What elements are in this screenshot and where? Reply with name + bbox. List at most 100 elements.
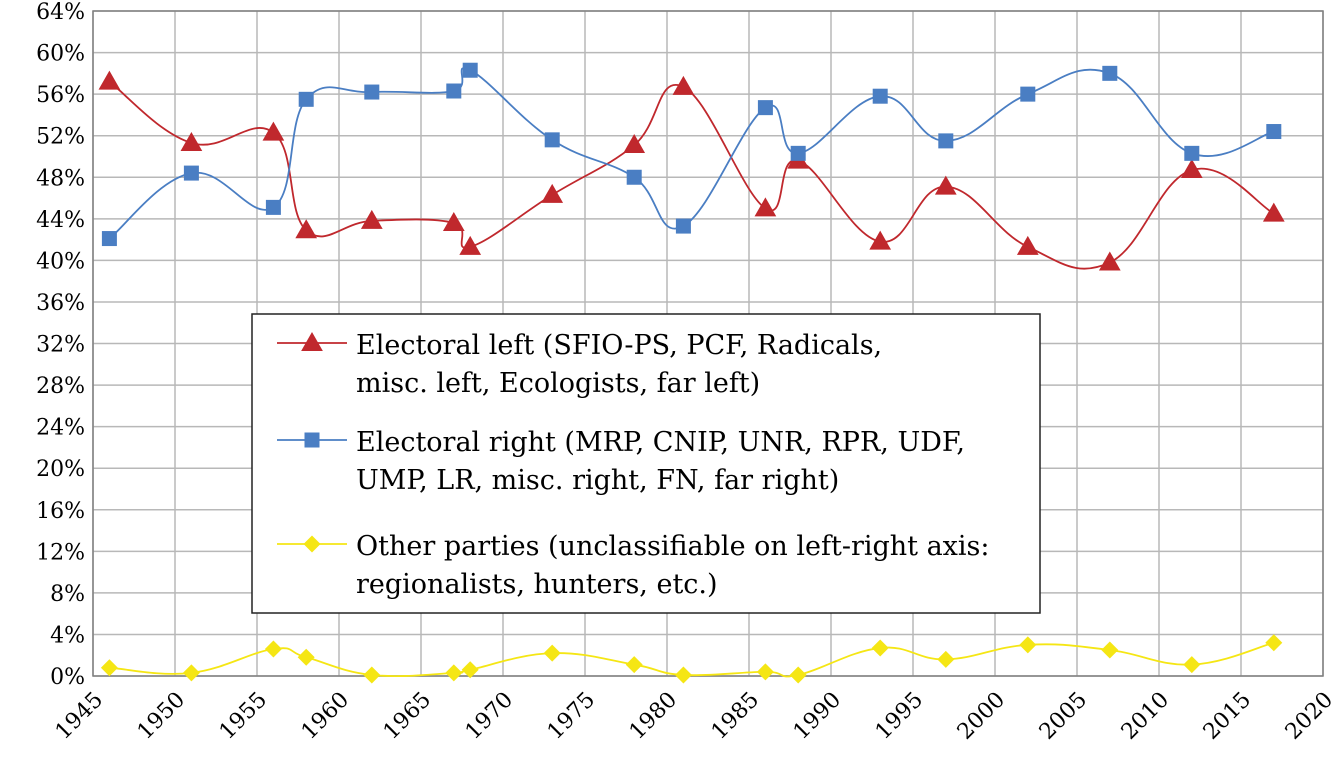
legend-marker-other-parties [303,535,321,553]
data-point-other-parties [1183,656,1201,674]
data-point-electoral-left [1016,235,1039,255]
data-point-electoral-left [1262,202,1285,222]
y-tick-label: 8% [50,582,85,607]
data-point-electoral-right [364,84,380,100]
data-point-other-parties [461,661,479,679]
data-point-electoral-right [183,165,199,181]
data-point-electoral-left [672,75,695,95]
legend-marker-electoral-left [301,331,323,351]
data-point-electoral-left [98,70,121,90]
data-point-electoral-left [442,211,465,231]
series-line-electoral-left [108,80,1275,270]
y-tick-label: 20% [36,457,85,482]
x-tick-label: 1960 [297,687,354,744]
y-tick-label: 0% [50,665,85,690]
x-tick-label: 2010 [1117,687,1174,744]
series-other-parties [100,634,1283,684]
y-tick-label: 52% [36,125,85,150]
data-point-electoral-left [934,175,957,195]
legend-marker-electoral-right [304,432,320,448]
data-point-electoral-right [675,218,691,234]
data-point-other-parties [1265,634,1283,652]
data-point-electoral-right [1102,65,1118,81]
data-point-electoral-right [265,199,281,215]
data-point-electoral-left [1180,158,1203,178]
data-point-other-parties [625,656,643,674]
data-point-electoral-right [298,91,314,107]
legend-label-electoral-left: Electoral left (SFIO-PS, PCF, Radicals, [356,330,882,361]
series-electoral-left [98,70,1285,271]
data-point-other-parties [264,640,282,658]
legend-label-electoral-right: Electoral right (MRP, CNIP, UNR, RPR, UD… [356,427,965,458]
y-tick-label: 32% [36,333,85,358]
data-point-other-parties [445,664,463,682]
legend: Electoral left (SFIO-PS, PCF, Radicals, m… [251,313,1041,614]
data-point-electoral-left [459,235,482,255]
x-tick-label: 1980 [625,687,682,744]
legend-label-other-parties: regionalists, hunters, etc.) [356,569,718,600]
data-point-electoral-left [360,209,383,229]
x-tick-label: 1985 [707,687,764,744]
data-point-electoral-right [1020,86,1036,102]
y-tick-label: 36% [36,291,85,316]
x-tick-label: 1975 [543,687,600,744]
y-tick-label: 16% [36,499,85,524]
data-point-electoral-right [544,132,560,148]
y-tick-label: 12% [36,540,85,565]
y-tick-label: 64% [36,0,85,25]
plot-frame [92,10,1324,677]
series-electoral-right [101,62,1282,247]
data-point-electoral-right [626,169,642,185]
data-point-other-parties [1019,636,1037,654]
legend-label-electoral-left: misc. left, Ecologists, far left) [356,368,760,399]
y-tick-label: 48% [36,166,85,191]
data-point-other-parties [363,666,381,684]
data-point-electoral-left [623,134,646,154]
data-point-electoral-right [101,231,117,247]
data-point-other-parties [871,639,889,657]
x-tick-label: 2005 [1035,687,1092,744]
x-tick-label: 1970 [461,687,518,744]
data-point-electoral-left [262,121,285,141]
y-tick-label: 4% [50,623,85,648]
data-point-electoral-right [938,133,954,149]
data-point-electoral-left [180,131,203,151]
data-point-other-parties [100,659,118,677]
data-point-electoral-right [757,100,773,116]
y-tick-label: 56% [36,83,85,108]
data-point-other-parties [789,666,807,684]
data-point-electoral-left [295,219,318,239]
data-point-electoral-left [754,197,777,217]
x-tick-label: 2020 [1281,687,1337,744]
y-axis: 0% 4% 8% 12% 16% 20% 24% 28% 32% 36% 40% 44% 48% 52% 5… [36,0,85,690]
data-point-other-parties [1101,641,1119,659]
data-point-electoral-right [872,88,888,104]
data-point-electoral-right [446,83,462,99]
data-point-electoral-right [1184,145,1200,161]
legend-box [251,313,1041,614]
data-point-electoral-left [541,183,564,203]
y-tick-label: 28% [36,374,85,399]
y-tick-label: 40% [36,249,85,274]
x-tick-label: 1950 [133,687,190,744]
x-tick-label: 1965 [379,687,436,744]
data-point-other-parties [674,666,692,684]
x-tick-label: 2015 [1199,687,1256,744]
x-tick-label: 1995 [871,687,928,744]
data-point-electoral-right [790,145,806,161]
x-tick-label: 2000 [953,687,1010,744]
y-tick-label: 60% [36,42,85,67]
x-tick-label: 1990 [789,687,846,744]
data-point-other-parties [182,664,200,682]
data-point-other-parties [297,648,315,666]
y-tick-label: 24% [36,416,85,441]
data-point-electoral-right [462,62,478,78]
x-tick-label: 1955 [215,687,272,744]
data-point-other-parties [937,650,955,668]
data-point-electoral-left [1098,251,1121,271]
data-point-other-parties [543,644,561,662]
data-point-other-parties [756,663,774,681]
series-layer [98,62,1285,684]
legend-label-other-parties: Other parties (unclassifiable on left-ri… [356,531,990,562]
